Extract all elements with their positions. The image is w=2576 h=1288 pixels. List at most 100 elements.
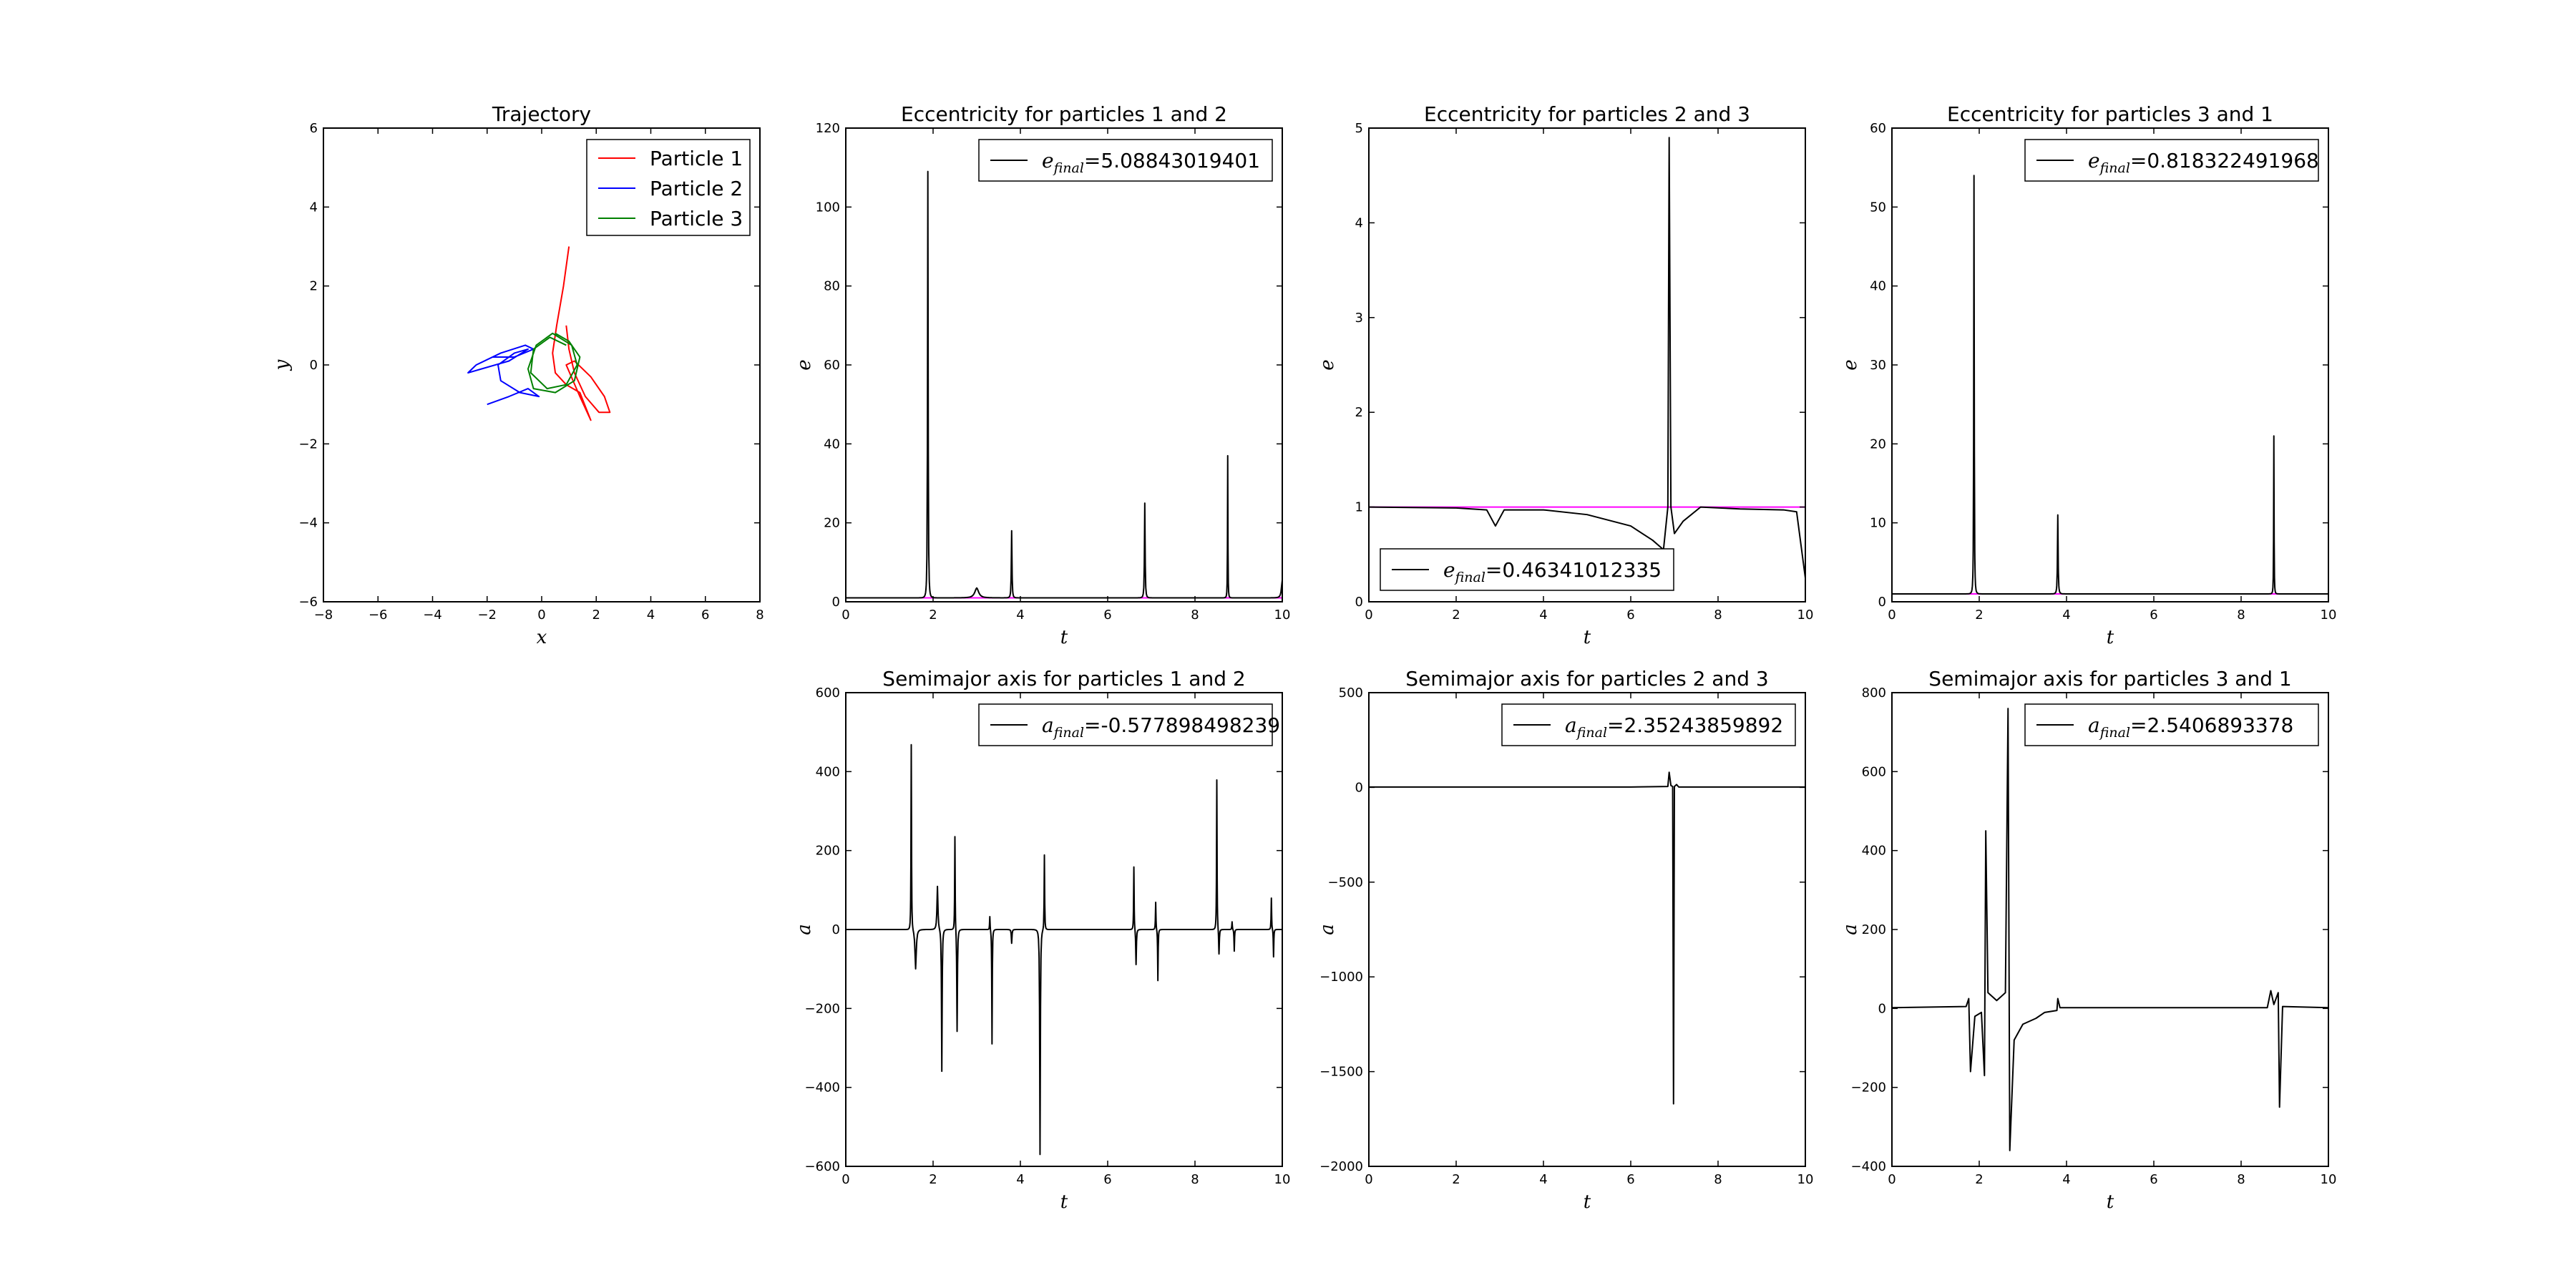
y-tick-label: −6 bbox=[298, 595, 318, 610]
y-tick-label: −2 bbox=[298, 436, 318, 452]
x-tick-label: −2 bbox=[477, 608, 497, 623]
y-tick-label: 40 bbox=[824, 436, 840, 452]
y-axis-label: y bbox=[271, 359, 293, 371]
x-axis-label: t bbox=[2107, 1191, 2114, 1213]
x-tick-label: 2 bbox=[929, 1172, 937, 1187]
y-tick-label: 0 bbox=[1878, 1001, 1886, 1016]
y-tick-label: 2 bbox=[1355, 405, 1363, 420]
x-tick-label: 6 bbox=[2150, 1172, 2157, 1187]
x-tick-label: 10 bbox=[1274, 608, 1291, 623]
plot-frame bbox=[1891, 692, 2329, 1167]
x-tick-label: 0 bbox=[1888, 1172, 1896, 1187]
x-tick-label: 8 bbox=[1714, 1172, 1722, 1187]
x-tick-label: 0 bbox=[1365, 1172, 1372, 1187]
legend-label: afinal=2.35243859892 bbox=[1565, 713, 1783, 741]
y-tick-label: 3 bbox=[1355, 311, 1363, 326]
series-line-particle-3 bbox=[527, 332, 581, 394]
x-tick-label: −8 bbox=[314, 608, 333, 623]
x-tick-label: 8 bbox=[1191, 1172, 1199, 1187]
y-axis-label: e bbox=[1840, 359, 1861, 370]
chart-title: Eccentricity for particles 1 and 2 bbox=[901, 102, 1227, 126]
chart-title: Trajectory bbox=[492, 102, 591, 126]
y-tick-label: 0 bbox=[832, 922, 840, 937]
x-tick-label: 10 bbox=[1797, 1172, 1814, 1187]
x-axis-label: t bbox=[2107, 627, 2114, 648]
y-tick-label: 200 bbox=[816, 844, 840, 859]
y-tick-label: 500 bbox=[1339, 686, 1363, 701]
y-tick-label: 4 bbox=[1355, 215, 1363, 230]
x-tick-label: 4 bbox=[1016, 1172, 1024, 1187]
x-tick-label: 6 bbox=[1103, 608, 1111, 623]
series-line-0 bbox=[1369, 771, 1805, 1105]
y-axis-label: e bbox=[794, 359, 815, 370]
plot-frame bbox=[845, 127, 1283, 602]
legend-label: efinal=0.818322491968 bbox=[2088, 149, 2319, 176]
y-tick-label: 20 bbox=[824, 516, 840, 531]
series-line-0 bbox=[846, 170, 1282, 599]
y-tick-label: −400 bbox=[805, 1080, 840, 1096]
legend-label: efinal=0.46341012335 bbox=[1443, 558, 1662, 585]
x-tick-label: 10 bbox=[1274, 1172, 1291, 1187]
x-tick-label: 8 bbox=[1714, 608, 1722, 623]
chart-title: Eccentricity for particles 2 and 3 bbox=[1424, 102, 1750, 126]
chart-title: Eccentricity for particles 3 and 1 bbox=[1947, 102, 2273, 126]
x-tick-label: 4 bbox=[2062, 1172, 2070, 1187]
x-axis-label: t bbox=[1060, 627, 1068, 648]
legend-label: afinal=2.5406893378 bbox=[2088, 713, 2293, 741]
series-line-0 bbox=[1369, 137, 1805, 579]
legend-label: Particle 1 bbox=[650, 147, 743, 170]
x-tick-label: 0 bbox=[537, 608, 545, 623]
x-tick-label: 4 bbox=[2062, 608, 2070, 623]
x-tick-label: 6 bbox=[701, 608, 709, 623]
legend-box bbox=[978, 139, 1273, 182]
x-tick-label: 8 bbox=[1191, 608, 1199, 623]
y-tick-label: 200 bbox=[1862, 922, 1886, 937]
chart-e23: Eccentricity for particles 2 and 3 0 2 4 6 8 1… bbox=[1317, 102, 1813, 648]
y-tick-label: 2 bbox=[310, 279, 318, 294]
y-tick-label: 400 bbox=[1862, 844, 1886, 859]
y-axis-label: a bbox=[1317, 924, 1338, 935]
y-tick-label: 50 bbox=[1870, 200, 1886, 215]
legend-box bbox=[2024, 139, 2319, 182]
x-tick-label: 2 bbox=[1975, 1172, 1983, 1187]
x-tick-label: 0 bbox=[841, 608, 849, 623]
y-tick-label: 0 bbox=[832, 595, 840, 610]
y-tick-label: 600 bbox=[1862, 764, 1886, 779]
y-tick-label: 20 bbox=[1870, 436, 1886, 452]
y-tick-label: 60 bbox=[824, 358, 840, 373]
y-axis-label: e bbox=[1317, 359, 1338, 370]
legend-box bbox=[2024, 703, 2319, 746]
y-tick-label: 400 bbox=[816, 764, 840, 779]
y-tick-label: 100 bbox=[816, 200, 840, 215]
x-tick-label: 10 bbox=[2321, 608, 2337, 623]
legend-label: Particle 2 bbox=[650, 177, 743, 200]
plot-frame bbox=[1368, 692, 1806, 1167]
x-tick-label: 4 bbox=[1016, 608, 1024, 623]
x-axis-label: t bbox=[1584, 1191, 1591, 1213]
y-tick-label: 0 bbox=[1355, 595, 1363, 610]
x-tick-label: 2 bbox=[1452, 608, 1460, 623]
x-tick-label: 4 bbox=[1539, 1172, 1547, 1187]
y-tick-label: 120 bbox=[816, 121, 840, 136]
series-line-0 bbox=[1892, 175, 2328, 595]
chart-a31: Semimajor axis for particles 3 and 1 0 2 4 6… bbox=[1840, 667, 2336, 1213]
y-tick-label: 800 bbox=[1862, 686, 1886, 701]
x-tick-label: 4 bbox=[1539, 608, 1547, 623]
y-tick-label: 30 bbox=[1870, 358, 1886, 373]
y-tick-label: 5 bbox=[1355, 121, 1363, 136]
legend-box bbox=[1380, 548, 1674, 591]
x-axis-label: t bbox=[1584, 627, 1591, 648]
x-tick-label: 0 bbox=[841, 1172, 849, 1187]
y-tick-label: 60 bbox=[1870, 121, 1886, 136]
y-axis-label: a bbox=[794, 924, 815, 935]
x-tick-label: 8 bbox=[756, 608, 763, 623]
y-tick-label: −1500 bbox=[1319, 1065, 1363, 1080]
x-tick-label: 10 bbox=[2321, 1172, 2337, 1187]
x-tick-label: 0 bbox=[1888, 608, 1896, 623]
x-tick-label: 8 bbox=[2237, 608, 2245, 623]
x-tick-label: −6 bbox=[369, 608, 388, 623]
chart-title: Semimajor axis for particles 2 and 3 bbox=[1405, 667, 1768, 691]
y-tick-label: −600 bbox=[805, 1159, 840, 1174]
x-tick-label: 2 bbox=[1975, 608, 1983, 623]
